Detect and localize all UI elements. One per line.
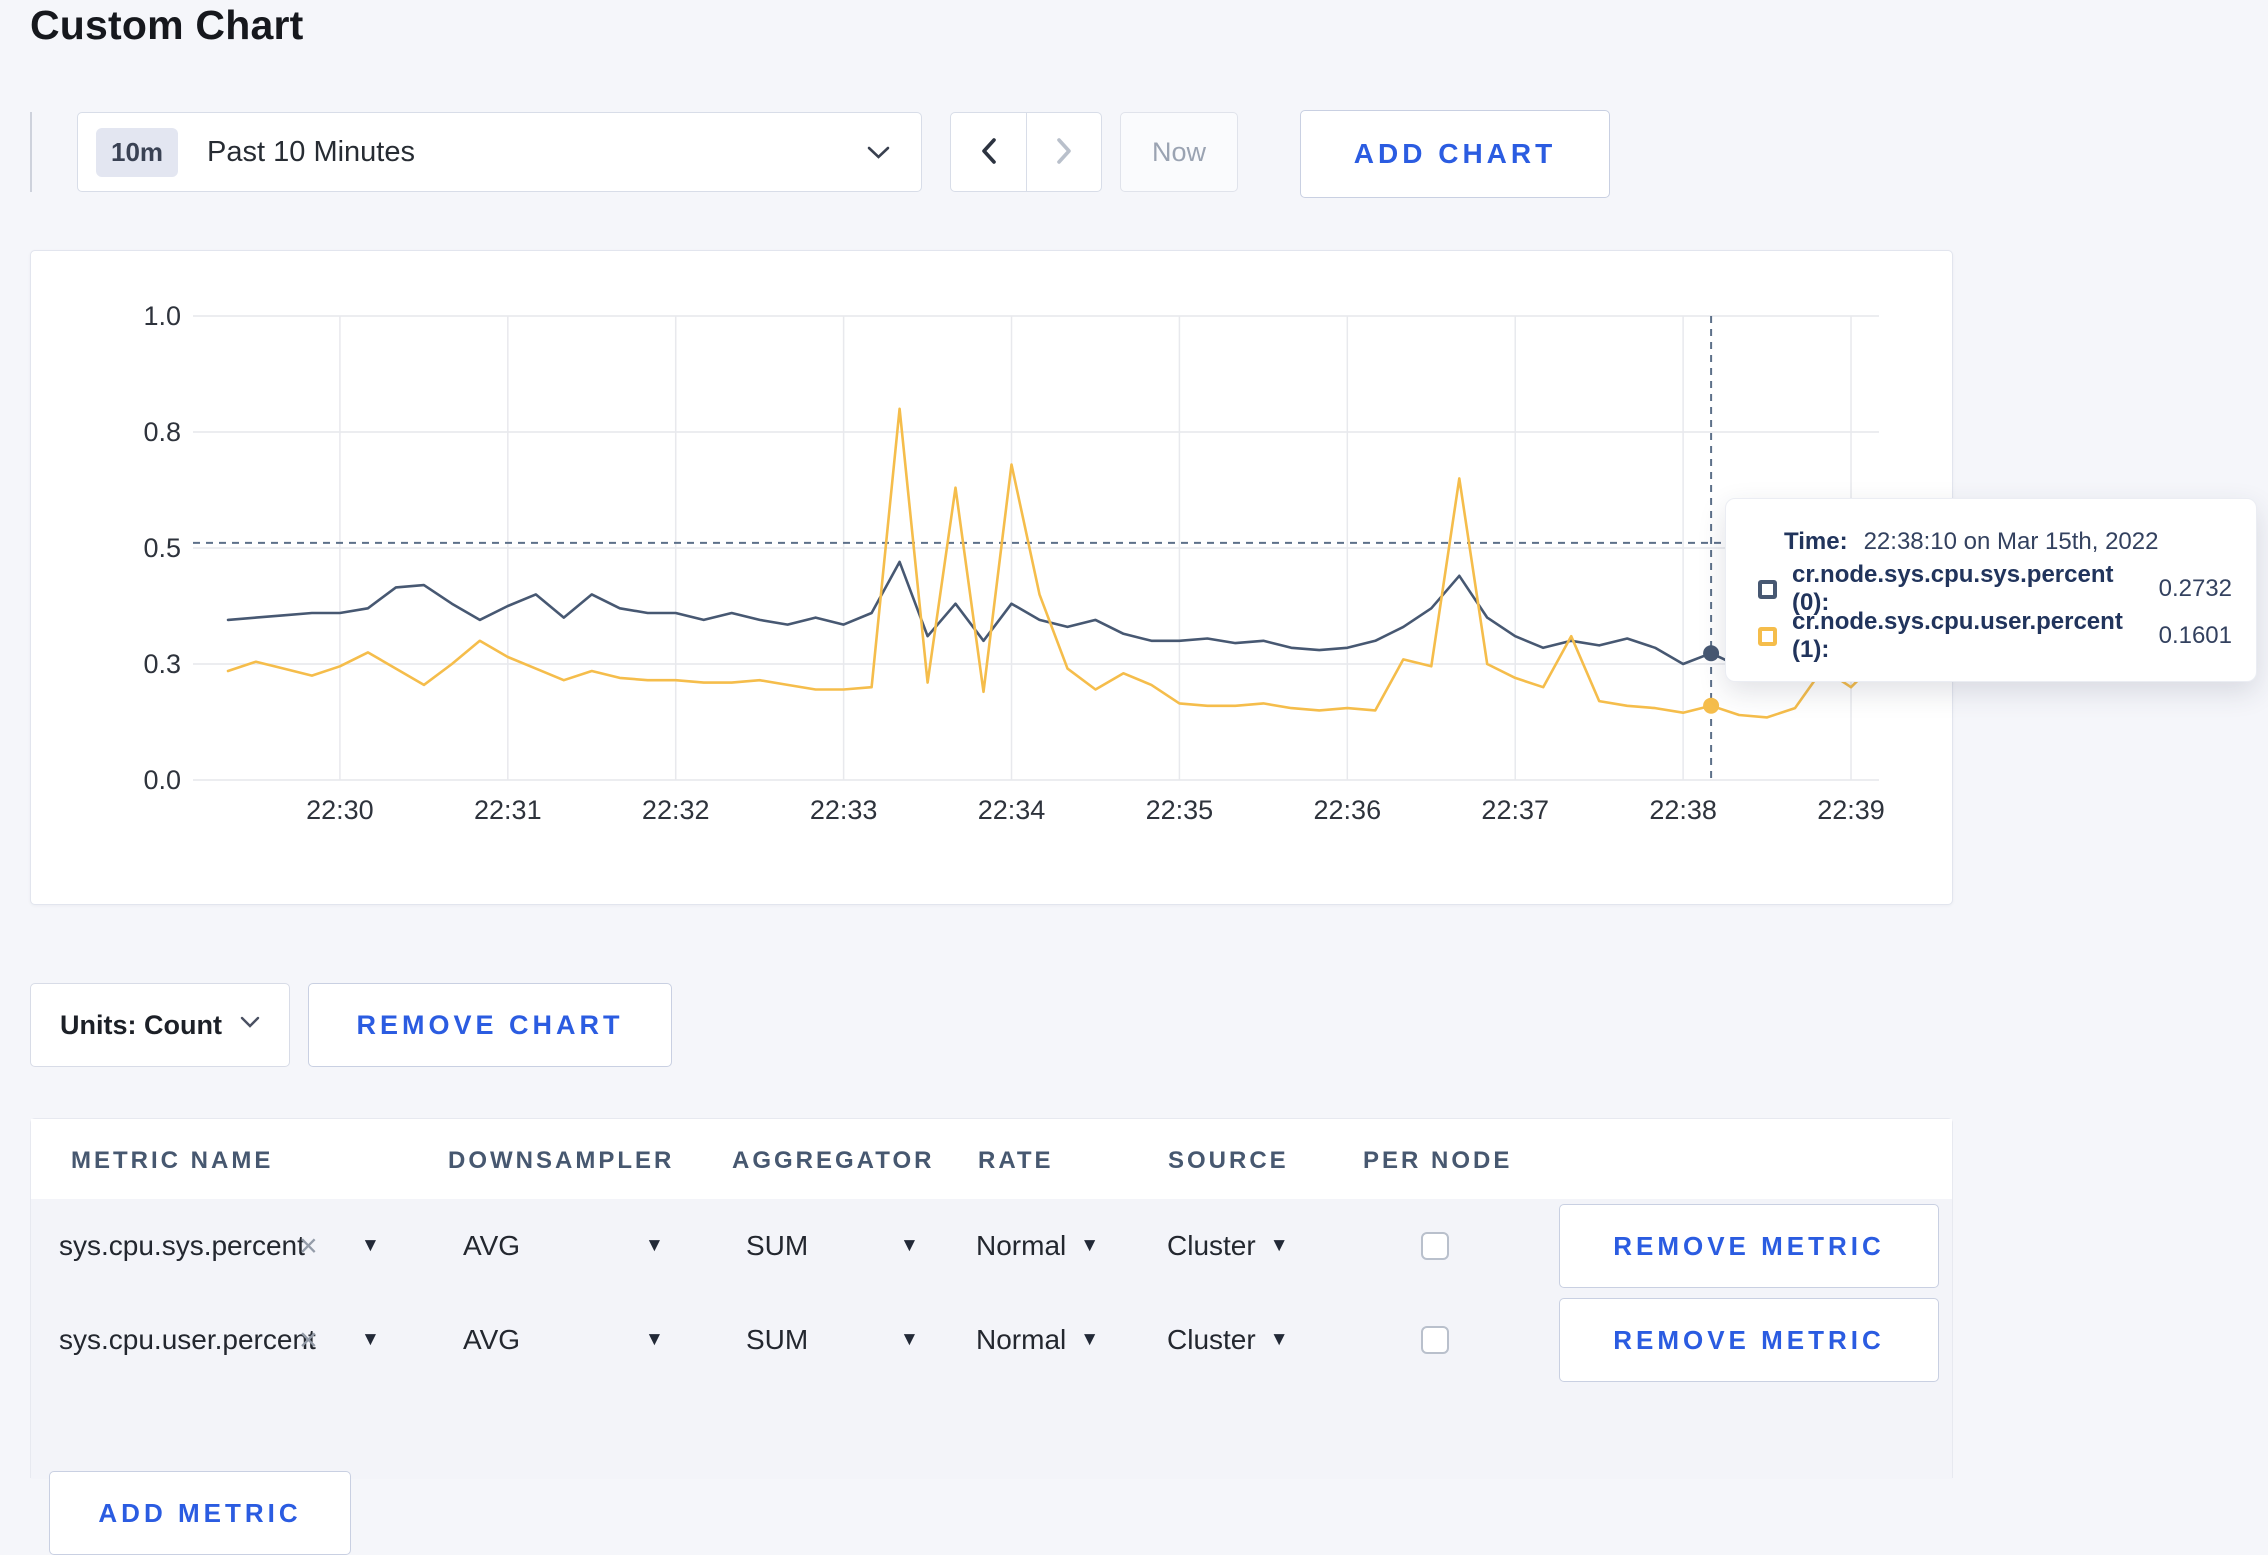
svg-text:22:30: 22:30 bbox=[306, 795, 374, 825]
svg-text:22:33: 22:33 bbox=[810, 795, 878, 825]
caret-down-icon: ▼ bbox=[1269, 1235, 1289, 1256]
chevron-down-icon bbox=[866, 145, 891, 166]
timeseries-chart[interactable]: 0.0 0.3 0.5 0.8 1.0 22:30 22:31 22:32 22:33 22:34… bbox=[31, 251, 1952, 904]
page-title: Custom Chart bbox=[30, 2, 304, 48]
col-header-metric-name: METRIC NAME bbox=[71, 1147, 274, 1174]
tooltip-series-value: 0.1601 bbox=[2158, 622, 2232, 649]
col-header-source: SOURCE bbox=[1168, 1147, 1289, 1174]
svg-text:0.0: 0.0 bbox=[143, 765, 181, 795]
clear-metric-icon[interactable]: × bbox=[299, 1227, 318, 1264]
svg-text:0.5: 0.5 bbox=[143, 533, 181, 563]
series-swatch-icon bbox=[1758, 579, 1777, 599]
tooltip-series-name: cr.node.sys.cpu.sys.percent (0): bbox=[1792, 561, 2114, 616]
units-label: Units: Count bbox=[60, 1009, 222, 1040]
svg-text:22:36: 22:36 bbox=[1314, 795, 1382, 825]
tooltip-time-row: Time: 22:38:10 on Mar 15th, 2022 bbox=[1758, 526, 2232, 558]
downsampler-select[interactable]: AVG bbox=[463, 1230, 521, 1261]
downsampler-select[interactable]: AVG bbox=[463, 1324, 521, 1355]
time-nav-group bbox=[950, 112, 1102, 192]
prev-time-button[interactable] bbox=[951, 113, 1026, 191]
chart-tooltip: Time: 22:38:10 on Mar 15th, 2022 cr.node… bbox=[1725, 498, 2257, 682]
toolbar-divider bbox=[30, 112, 32, 192]
caret-down-icon[interactable]: ▼ bbox=[900, 1329, 919, 1350]
chevron-right-icon bbox=[1056, 137, 1073, 168]
metric-name-value[interactable]: sys.cpu.user.percent bbox=[59, 1324, 316, 1355]
svg-text:22:31: 22:31 bbox=[474, 795, 542, 825]
custom-chart-page: { "page": { "title": "Custom Chart", "ba… bbox=[30, 2, 2257, 1555]
remove-chart-button[interactable]: REMOVE CHART bbox=[308, 983, 672, 1067]
aggregator-select[interactable]: SUM bbox=[746, 1230, 809, 1261]
source-select[interactable]: Cluster ▼ bbox=[1167, 1324, 1289, 1355]
caret-down-icon: ▼ bbox=[1269, 1329, 1289, 1350]
remove-metric-button[interactable]: REMOVE METRIC bbox=[1559, 1298, 1939, 1382]
tooltip-series-row: cr.node.sys.cpu.sys.percent (0): 0.2732 bbox=[1758, 561, 2232, 616]
caret-down-icon[interactable]: ▼ bbox=[645, 1329, 664, 1350]
chevron-down-icon bbox=[240, 1016, 260, 1034]
metrics-table-header: METRIC NAME DOWNSAMPLER AGGREGATOR RATE … bbox=[31, 1119, 1952, 1199]
series-swatch-icon bbox=[1758, 626, 1777, 646]
time-range-select[interactable]: 10m Past 10 Minutes bbox=[77, 112, 922, 192]
svg-text:22:37: 22:37 bbox=[1481, 795, 1549, 825]
col-header-aggregator: AGGREGATOR bbox=[732, 1147, 935, 1174]
caret-down-icon: ▼ bbox=[1080, 1329, 1100, 1350]
metrics-table-body: sys.cpu.sys.percent × ▼ AVG ▼ SUM ▼ Norm… bbox=[31, 1199, 1952, 1555]
caret-down-icon[interactable]: ▼ bbox=[645, 1235, 664, 1256]
tooltip-time-label: Time: bbox=[1784, 528, 1848, 555]
add-metric-button[interactable]: ADD METRIC bbox=[49, 1471, 351, 1555]
metric-name-value[interactable]: sys.cpu.sys.percent bbox=[59, 1230, 305, 1261]
metrics-table: METRIC NAME DOWNSAMPLER AGGREGATOR RATE … bbox=[30, 1118, 1953, 1555]
caret-down-icon: ▼ bbox=[1080, 1235, 1100, 1256]
col-header-rate: RATE bbox=[978, 1147, 1054, 1174]
rate-select[interactable]: Normal ▼ bbox=[976, 1230, 1100, 1261]
source-select[interactable]: Cluster ▼ bbox=[1167, 1230, 1289, 1261]
remove-metric-button[interactable]: REMOVE METRIC bbox=[1559, 1204, 1939, 1288]
caret-down-icon[interactable]: ▼ bbox=[361, 1235, 380, 1256]
metric-row: sys.cpu.user.percent × ▼ AVG ▼ SUM ▼ Nor… bbox=[31, 1293, 1952, 1387]
caret-down-icon[interactable]: ▼ bbox=[900, 1235, 919, 1256]
tooltip-series-value: 0.2732 bbox=[2158, 575, 2232, 602]
svg-text:0.8: 0.8 bbox=[143, 417, 181, 447]
chevron-left-icon bbox=[980, 137, 997, 168]
time-range-badge: 10m bbox=[96, 127, 179, 177]
rate-select[interactable]: Normal ▼ bbox=[976, 1324, 1100, 1355]
metric-row: sys.cpu.sys.percent × ▼ AVG ▼ SUM ▼ Norm… bbox=[31, 1199, 1952, 1293]
clear-metric-icon[interactable]: × bbox=[299, 1321, 318, 1358]
tooltip-series-name: cr.node.sys.cpu.user.percent (1): bbox=[1792, 608, 2123, 663]
col-header-per-node: PER NODE bbox=[1363, 1147, 1513, 1174]
time-range-label: Past 10 Minutes bbox=[207, 135, 415, 168]
col-header-downsampler: DOWNSAMPLER bbox=[448, 1147, 675, 1174]
svg-text:22:34: 22:34 bbox=[978, 795, 1046, 825]
now-button[interactable]: Now bbox=[1120, 112, 1238, 192]
svg-text:0.3: 0.3 bbox=[143, 649, 181, 679]
chart-panel: 0.0 0.3 0.5 0.8 1.0 22:30 22:31 22:32 22:33 22:34… bbox=[30, 250, 1953, 905]
next-time-button[interactable] bbox=[1026, 113, 1101, 191]
per-node-checkbox[interactable] bbox=[1421, 1232, 1449, 1260]
svg-text:22:38: 22:38 bbox=[1649, 795, 1717, 825]
svg-text:22:35: 22:35 bbox=[1146, 795, 1214, 825]
tooltip-series-row: cr.node.sys.cpu.user.percent (1): 0.1601 bbox=[1758, 608, 2232, 663]
svg-text:1.0: 1.0 bbox=[143, 301, 181, 331]
add-chart-button[interactable]: ADD CHART bbox=[1300, 110, 1610, 198]
aggregator-select[interactable]: SUM bbox=[746, 1324, 809, 1355]
tooltip-time-value: 22:38:10 on Mar 15th, 2022 bbox=[1863, 528, 2159, 555]
svg-text:22:32: 22:32 bbox=[642, 795, 710, 825]
units-select[interactable]: Units: Count bbox=[30, 983, 290, 1067]
svg-text:22:39: 22:39 bbox=[1817, 795, 1885, 825]
caret-down-icon[interactable]: ▼ bbox=[361, 1329, 380, 1350]
per-node-checkbox[interactable] bbox=[1421, 1326, 1449, 1354]
